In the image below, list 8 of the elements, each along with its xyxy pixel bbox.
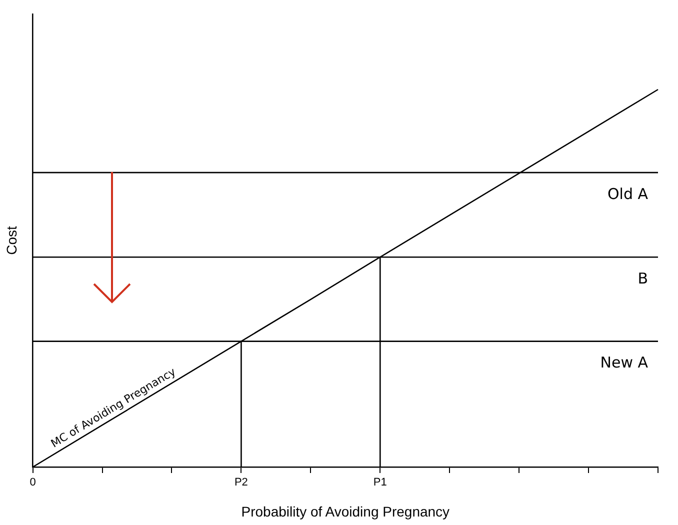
series-label: B [638,270,648,288]
x-tick-label: P2 [234,476,248,489]
x-axis-title: Probability of Avoiding Pregnancy [241,503,450,520]
y-axis-title: Cost [3,226,20,255]
series-label: New A [600,354,649,372]
series-label: Old A [607,184,649,203]
x-tick-label: 0 [30,476,36,489]
x-tick-label: P1 [373,476,387,489]
